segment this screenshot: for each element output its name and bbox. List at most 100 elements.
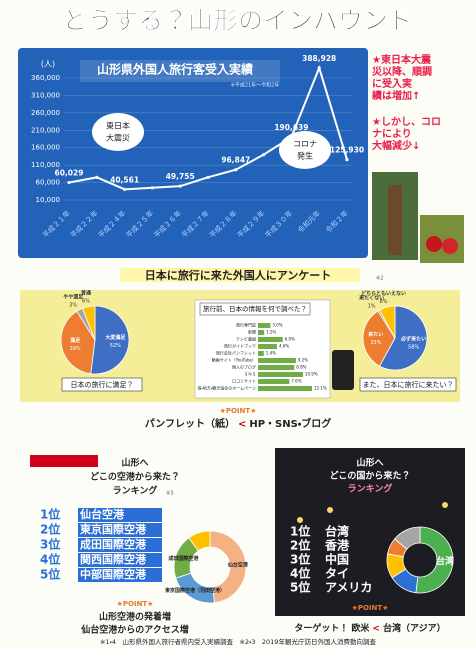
rank: 3位 xyxy=(290,552,310,567)
annotation: 大震災 xyxy=(106,133,130,143)
poster-title: どうする？山形のインバウンド xyxy=(63,6,413,35)
point xyxy=(95,176,98,179)
slice-label: 台湾 xyxy=(436,555,454,567)
bar-category: ＳＮＳ xyxy=(244,372,256,377)
rank-name: 台湾 xyxy=(325,524,349,539)
bar-category: 動画サイト（YouTube） xyxy=(212,357,256,363)
bar-category: 旅行専門誌 xyxy=(236,322,256,328)
rank-name: 中国 xyxy=(325,552,349,567)
value-label: 96,847 xyxy=(221,156,250,165)
bar-value: 9.2% xyxy=(298,358,308,363)
y-tick-label: 360,000 xyxy=(31,74,60,82)
y-tick-label: 260,000 xyxy=(31,109,60,117)
revisit-title: また、日本に旅行に来たい？ xyxy=(363,380,454,389)
cherry xyxy=(426,236,442,252)
bar-value: 1.5% xyxy=(266,330,276,335)
rank: 4位 xyxy=(290,566,310,581)
slice-value: 3% xyxy=(69,302,77,308)
value-label: 190,639 xyxy=(274,123,308,132)
tag xyxy=(30,455,98,467)
point xyxy=(206,176,209,179)
rank: 4位 xyxy=(40,552,60,567)
bar-chart-title: 旅行前、日本の情報を何で調べた？ xyxy=(203,304,307,313)
bar-value: 3.0% xyxy=(272,323,282,328)
lantern xyxy=(327,507,333,513)
value-label: 40,561 xyxy=(110,175,139,184)
point xyxy=(318,66,321,69)
rank: 5位 xyxy=(290,580,310,595)
satisfaction-title: 日本の旅行に満足？ xyxy=(71,380,134,389)
bar-value: 1.4% xyxy=(266,351,276,356)
point-part: パンフレット（紙） xyxy=(145,417,235,430)
slice-label: 必ず来たい xyxy=(400,335,426,342)
bar-value: 13.1% xyxy=(314,386,327,391)
point xyxy=(123,188,126,191)
rank-name: 香港 xyxy=(324,538,350,553)
airport-note: ※3 xyxy=(166,491,173,497)
note: 大幅減少↓ xyxy=(372,139,420,152)
point-text: 仙台空港からのアクセス増 xyxy=(80,624,189,636)
point xyxy=(179,185,182,188)
point-text: 山形空港の発着増 xyxy=(99,611,171,623)
bar-value: 6.0% xyxy=(285,337,295,342)
slice-value: 1% xyxy=(368,303,376,309)
footer: ※1・4 山形県外国人旅行者県内受入実績調査 ※2・3 2019年観光庁訪日外国… xyxy=(100,637,376,646)
point xyxy=(345,158,348,161)
annotation: 東日本 xyxy=(106,121,130,131)
bar-value: 8.8% xyxy=(296,365,306,370)
y-tick-label: 60,000 xyxy=(36,179,61,187)
country-heading: ランキング xyxy=(348,483,393,495)
point-label: ★POINT★ xyxy=(352,604,389,612)
target-part: < xyxy=(372,624,380,634)
slice-label: 東京国際空港（羽田空港） xyxy=(165,587,225,594)
slice-label: 仙台空港 xyxy=(227,562,249,569)
bar xyxy=(258,358,296,363)
point-label: ★POINT★ xyxy=(117,600,154,608)
bar-value: 7.6% xyxy=(291,379,301,384)
bar xyxy=(258,337,283,342)
airport-heading: 山形へ xyxy=(121,457,148,469)
rank-name: 東京国際空港 xyxy=(80,522,147,536)
cloud xyxy=(92,113,144,151)
lantern xyxy=(442,502,448,508)
page: { "title": "どうする？山形のインバウンド", "visitors_c… xyxy=(0,0,476,648)
bar-category: 宿・地方・観光協会のホームページ xyxy=(197,385,256,391)
airport-heading: どこの空港から来た？ xyxy=(90,471,180,483)
bar xyxy=(258,330,264,335)
survey-note: ※2 xyxy=(376,276,383,282)
bar-category: 個人のブログ xyxy=(232,364,256,370)
y-tick-label: 10,000 xyxy=(36,196,61,204)
y-tick-label: 160,000 xyxy=(31,144,60,152)
point xyxy=(262,153,265,156)
slice-value: 39% xyxy=(70,346,81,352)
bar xyxy=(258,351,264,356)
target-part: ターゲット！ xyxy=(294,622,348,634)
value-label: 125,930 xyxy=(330,146,364,155)
bar-category: テレビ番組 xyxy=(236,336,256,342)
point xyxy=(234,168,237,171)
rank: 3位 xyxy=(40,537,60,552)
slice-label: 成田国際空港 xyxy=(168,555,199,562)
slice-label: 普通 xyxy=(81,289,92,296)
point-part: HP・SNS・ブログ xyxy=(249,417,331,430)
note: に受入実 xyxy=(372,77,412,90)
rank-name: 中部国際空港 xyxy=(80,567,147,581)
bar xyxy=(258,344,277,349)
slice-label: 満足 xyxy=(70,337,81,344)
country-heading: どこの国から来た？ xyxy=(330,470,411,482)
rank: 1位 xyxy=(290,524,310,539)
chart-title: 山形県外国人旅行客受入実績 xyxy=(97,62,254,77)
note: 災以降、順調 xyxy=(371,65,432,78)
bar xyxy=(258,372,303,377)
bar-category: 新聞 xyxy=(248,329,256,335)
bar-category: 口コミサイト xyxy=(232,379,256,384)
rank: 2位 xyxy=(40,522,60,537)
note: ★しかし、コロ xyxy=(372,116,441,128)
survey-heading: 日本に旅行に来た外国人にアンケート xyxy=(145,268,332,282)
target-part: 台湾（アジア） xyxy=(383,622,446,634)
point-label: ★POINT★ xyxy=(220,407,257,415)
bar xyxy=(258,323,270,328)
cherry xyxy=(442,238,458,254)
slice-value: 58% xyxy=(408,344,419,350)
bar-category: 旅行会社パンフレット xyxy=(216,350,256,356)
